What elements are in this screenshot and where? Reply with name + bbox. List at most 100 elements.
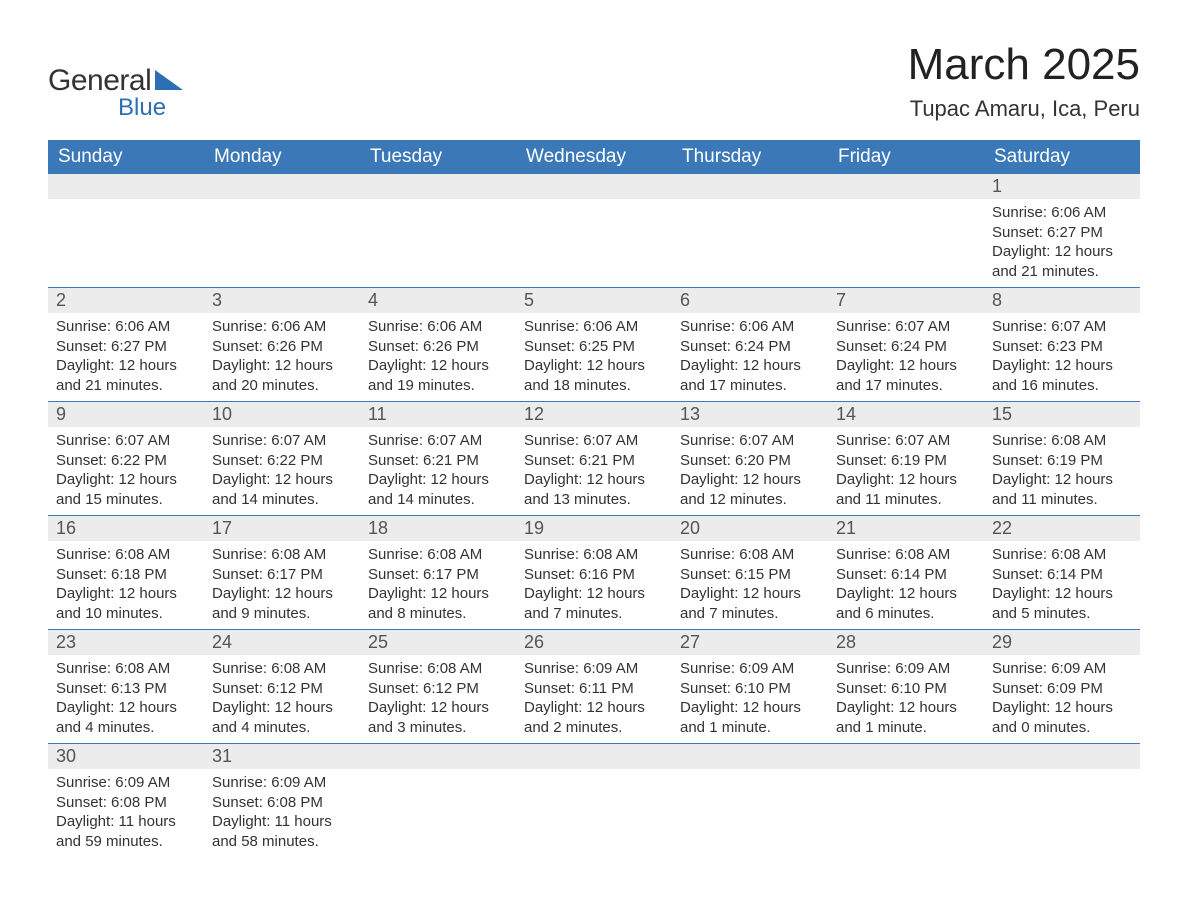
calendar-day-cell bbox=[360, 174, 516, 288]
day-content: Sunrise: 6:06 AMSunset: 6:25 PMDaylight:… bbox=[516, 313, 672, 401]
sunset-text: Sunset: 6:10 PM bbox=[836, 679, 976, 699]
calendar-day-cell: 27Sunrise: 6:09 AMSunset: 6:10 PMDayligh… bbox=[672, 630, 828, 744]
day-content: Sunrise: 6:08 AMSunset: 6:12 PMDaylight:… bbox=[360, 655, 516, 743]
daylight-text-2: and 20 minutes. bbox=[212, 376, 352, 396]
day-number-bar: 24 bbox=[204, 630, 360, 655]
day-number-bar bbox=[360, 174, 516, 199]
daylight-text-1: Daylight: 12 hours bbox=[836, 470, 976, 490]
daylight-text-1: Daylight: 12 hours bbox=[992, 356, 1132, 376]
weekday-header: Monday bbox=[204, 140, 360, 174]
calendar-day-cell: 17Sunrise: 6:08 AMSunset: 6:17 PMDayligh… bbox=[204, 516, 360, 630]
daylight-text-1: Daylight: 12 hours bbox=[524, 698, 664, 718]
daylight-text-2: and 59 minutes. bbox=[56, 832, 196, 852]
sunset-text: Sunset: 6:19 PM bbox=[836, 451, 976, 471]
sunrise-text: Sunrise: 6:09 AM bbox=[56, 773, 196, 793]
sunset-text: Sunset: 6:17 PM bbox=[212, 565, 352, 585]
day-number-bar: 25 bbox=[360, 630, 516, 655]
daylight-text-1: Daylight: 12 hours bbox=[524, 584, 664, 604]
daylight-text-1: Daylight: 12 hours bbox=[680, 356, 820, 376]
logo-triangle-icon bbox=[155, 70, 183, 95]
day-number-bar: 19 bbox=[516, 516, 672, 541]
daylight-text-1: Daylight: 12 hours bbox=[680, 470, 820, 490]
sunrise-text: Sunrise: 6:09 AM bbox=[680, 659, 820, 679]
daylight-text-2: and 0 minutes. bbox=[992, 718, 1132, 738]
calendar-day-cell: 26Sunrise: 6:09 AMSunset: 6:11 PMDayligh… bbox=[516, 630, 672, 744]
day-number-bar bbox=[828, 744, 984, 769]
day-number-bar bbox=[672, 174, 828, 199]
day-number-bar bbox=[516, 744, 672, 769]
calendar-day-cell: 18Sunrise: 6:08 AMSunset: 6:17 PMDayligh… bbox=[360, 516, 516, 630]
day-number-bar: 11 bbox=[360, 402, 516, 427]
daylight-text-1: Daylight: 12 hours bbox=[992, 584, 1132, 604]
daylight-text-1: Daylight: 12 hours bbox=[368, 584, 508, 604]
daylight-text-1: Daylight: 12 hours bbox=[368, 470, 508, 490]
sunset-text: Sunset: 6:10 PM bbox=[680, 679, 820, 699]
day-content: Sunrise: 6:08 AMSunset: 6:13 PMDaylight:… bbox=[48, 655, 204, 743]
day-content: Sunrise: 6:08 AMSunset: 6:15 PMDaylight:… bbox=[672, 541, 828, 629]
day-number-bar: 27 bbox=[672, 630, 828, 655]
calendar-day-cell: 20Sunrise: 6:08 AMSunset: 6:15 PMDayligh… bbox=[672, 516, 828, 630]
daylight-text-2: and 15 minutes. bbox=[56, 490, 196, 510]
day-number-bar: 26 bbox=[516, 630, 672, 655]
weekday-header: Saturday bbox=[984, 140, 1140, 174]
day-number-bar: 17 bbox=[204, 516, 360, 541]
day-content: Sunrise: 6:07 AMSunset: 6:19 PMDaylight:… bbox=[828, 427, 984, 515]
sunrise-text: Sunrise: 6:08 AM bbox=[992, 431, 1132, 451]
daylight-text-1: Daylight: 12 hours bbox=[992, 698, 1132, 718]
day-content: Sunrise: 6:08 AMSunset: 6:18 PMDaylight:… bbox=[48, 541, 204, 629]
weekday-header: Sunday bbox=[48, 140, 204, 174]
day-number-bar: 4 bbox=[360, 288, 516, 313]
sunset-text: Sunset: 6:08 PM bbox=[56, 793, 196, 813]
calendar-day-cell bbox=[984, 744, 1140, 858]
daylight-text-2: and 21 minutes. bbox=[992, 262, 1132, 282]
daylight-text-2: and 7 minutes. bbox=[524, 604, 664, 624]
calendar-day-cell: 12Sunrise: 6:07 AMSunset: 6:21 PMDayligh… bbox=[516, 402, 672, 516]
sunrise-text: Sunrise: 6:06 AM bbox=[680, 317, 820, 337]
month-title: March 2025 bbox=[908, 40, 1140, 90]
calendar-day-cell: 2Sunrise: 6:06 AMSunset: 6:27 PMDaylight… bbox=[48, 288, 204, 402]
day-content: Sunrise: 6:08 AMSunset: 6:14 PMDaylight:… bbox=[984, 541, 1140, 629]
calendar-day-cell: 21Sunrise: 6:08 AMSunset: 6:14 PMDayligh… bbox=[828, 516, 984, 630]
daylight-text-2: and 14 minutes. bbox=[212, 490, 352, 510]
day-content: Sunrise: 6:08 AMSunset: 6:17 PMDaylight:… bbox=[360, 541, 516, 629]
daylight-text-2: and 16 minutes. bbox=[992, 376, 1132, 396]
sunset-text: Sunset: 6:12 PM bbox=[212, 679, 352, 699]
sunrise-text: Sunrise: 6:07 AM bbox=[56, 431, 196, 451]
daylight-text-1: Daylight: 11 hours bbox=[56, 812, 196, 832]
sunset-text: Sunset: 6:16 PM bbox=[524, 565, 664, 585]
weekday-header: Tuesday bbox=[360, 140, 516, 174]
header: General Blue March 2025 Tupac Amaru, Ica… bbox=[48, 40, 1140, 122]
sunset-text: Sunset: 6:21 PM bbox=[524, 451, 664, 471]
calendar-day-cell: 10Sunrise: 6:07 AMSunset: 6:22 PMDayligh… bbox=[204, 402, 360, 516]
day-content: Sunrise: 6:09 AMSunset: 6:10 PMDaylight:… bbox=[828, 655, 984, 743]
sunrise-text: Sunrise: 6:08 AM bbox=[524, 545, 664, 565]
day-number-bar: 3 bbox=[204, 288, 360, 313]
daylight-text-1: Daylight: 12 hours bbox=[680, 584, 820, 604]
day-content: Sunrise: 6:09 AMSunset: 6:09 PMDaylight:… bbox=[984, 655, 1140, 743]
calendar-day-cell bbox=[360, 744, 516, 858]
daylight-text-2: and 2 minutes. bbox=[524, 718, 664, 738]
day-content: Sunrise: 6:07 AMSunset: 6:24 PMDaylight:… bbox=[828, 313, 984, 401]
day-number-bar bbox=[984, 744, 1140, 769]
day-number-bar bbox=[360, 744, 516, 769]
day-number-bar: 16 bbox=[48, 516, 204, 541]
sunset-text: Sunset: 6:27 PM bbox=[992, 223, 1132, 243]
calendar-week-row: 30Sunrise: 6:09 AMSunset: 6:08 PMDayligh… bbox=[48, 744, 1140, 858]
calendar-day-cell bbox=[516, 744, 672, 858]
sunrise-text: Sunrise: 6:06 AM bbox=[992, 203, 1132, 223]
sunset-text: Sunset: 6:24 PM bbox=[836, 337, 976, 357]
calendar-day-cell bbox=[204, 174, 360, 288]
daylight-text-1: Daylight: 12 hours bbox=[368, 356, 508, 376]
sunset-text: Sunset: 6:13 PM bbox=[56, 679, 196, 699]
day-number-bar: 21 bbox=[828, 516, 984, 541]
sunset-text: Sunset: 6:25 PM bbox=[524, 337, 664, 357]
sunrise-text: Sunrise: 6:07 AM bbox=[212, 431, 352, 451]
day-number-bar: 13 bbox=[672, 402, 828, 427]
daylight-text-1: Daylight: 12 hours bbox=[836, 584, 976, 604]
sunset-text: Sunset: 6:18 PM bbox=[56, 565, 196, 585]
daylight-text-2: and 3 minutes. bbox=[368, 718, 508, 738]
day-content: Sunrise: 6:09 AMSunset: 6:11 PMDaylight:… bbox=[516, 655, 672, 743]
calendar-day-cell: 30Sunrise: 6:09 AMSunset: 6:08 PMDayligh… bbox=[48, 744, 204, 858]
sunrise-text: Sunrise: 6:08 AM bbox=[368, 545, 508, 565]
day-number-bar bbox=[48, 174, 204, 199]
